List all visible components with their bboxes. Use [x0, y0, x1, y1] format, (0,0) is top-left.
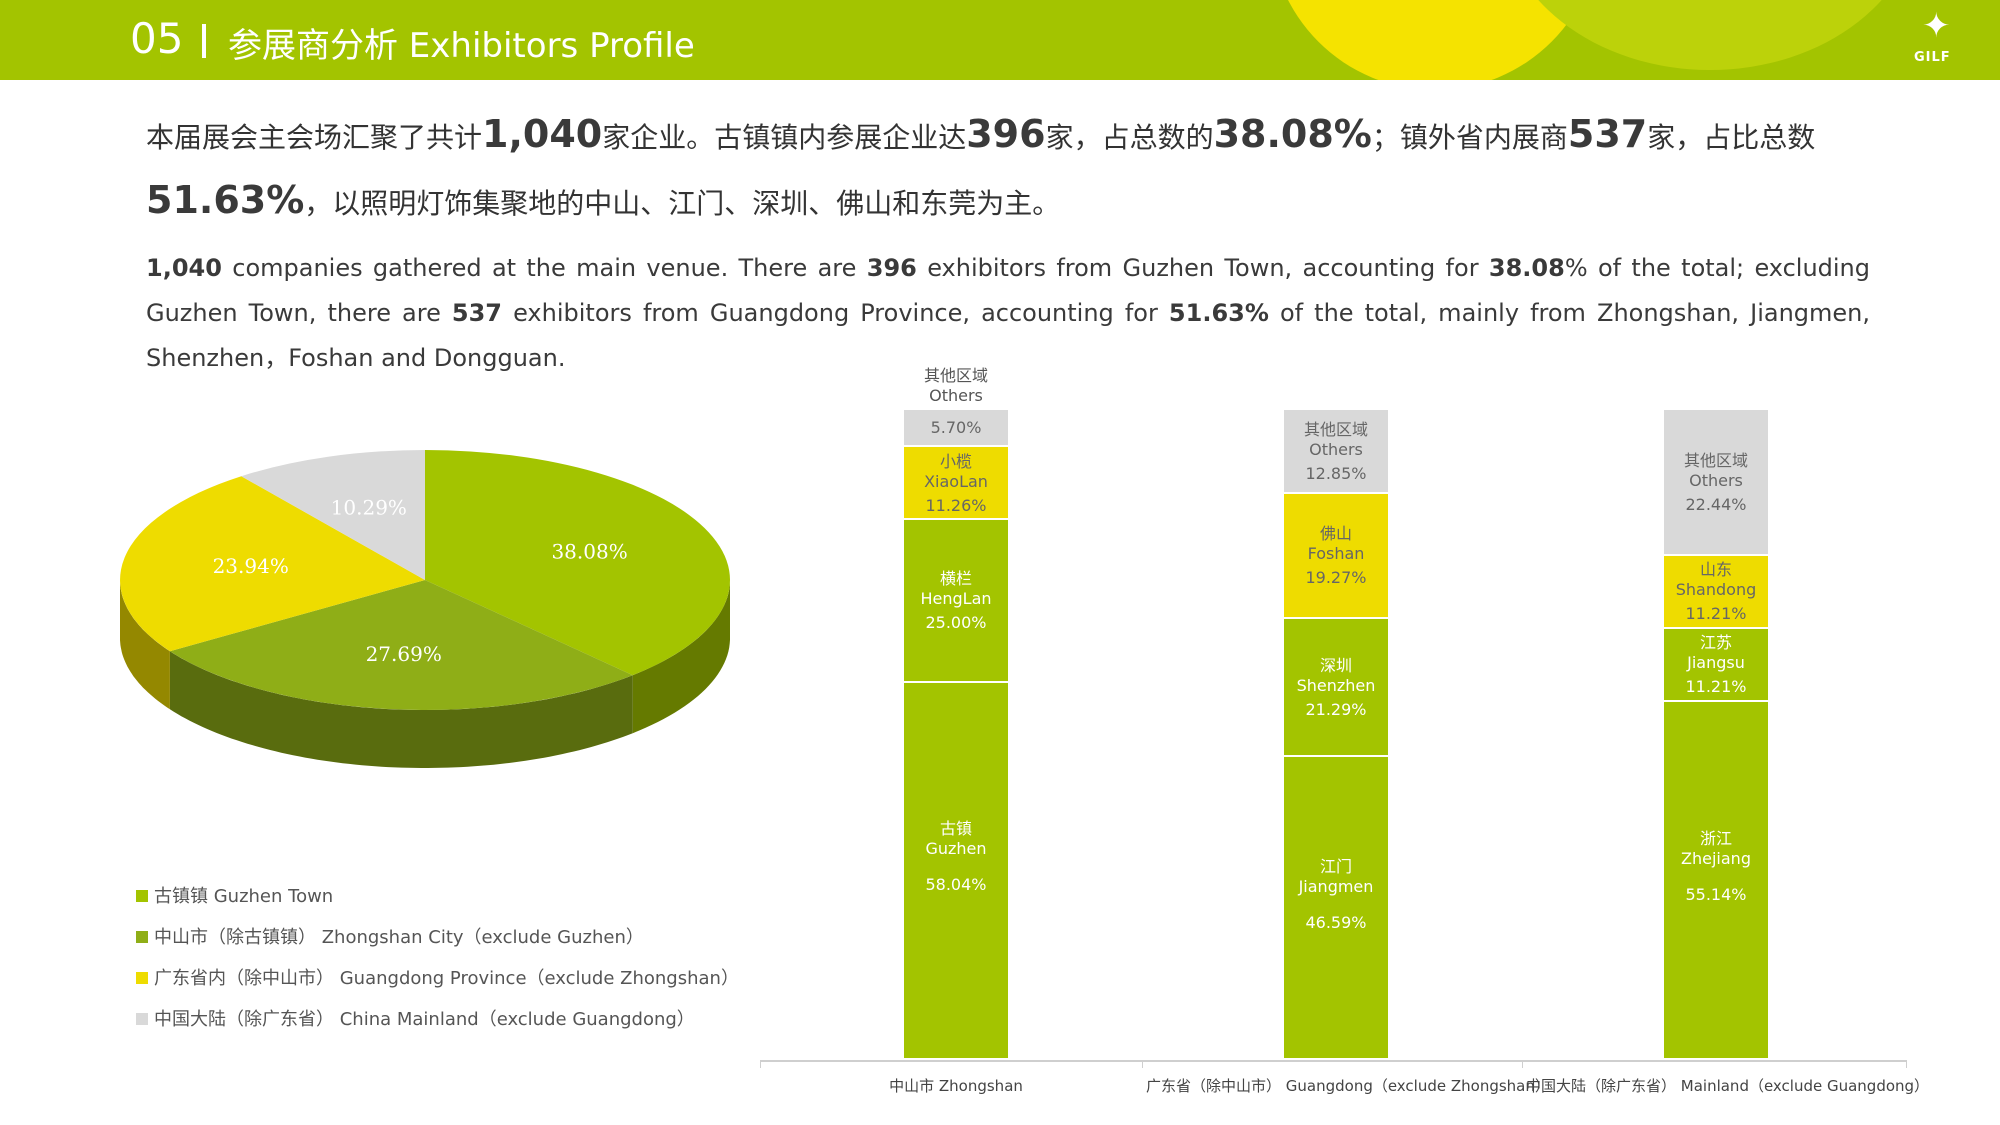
legend-swatch	[136, 1013, 148, 1025]
pie-slice-2	[169, 580, 633, 710]
pie-data-label: 10.29%	[331, 496, 407, 520]
page-title: 参展商分析 Exhibitors Profile	[228, 26, 695, 66]
summary-number: 51.63%	[146, 178, 305, 222]
bar-segment	[904, 447, 1008, 519]
gilf-logo: ✦ GILF	[1910, 6, 1966, 72]
bar-segment-label: 其他区域 Others 22.44%	[1683, 450, 1748, 514]
pie-slice-side	[120, 582, 170, 710]
bar-segment-label: 横栏 HengLan 25.00%	[920, 569, 992, 633]
x-axis-tick	[760, 1060, 761, 1068]
bar-segment	[1284, 618, 1388, 756]
bar-segment-label: 其他区域 Others	[923, 366, 988, 405]
bar-segment-label: 古镇 Guzhen 58.04%	[925, 819, 987, 895]
summary-text: 家，占比总数	[1647, 121, 1816, 154]
en-number: 51.63%	[1168, 299, 1269, 327]
category-label: 广东省（除中山市） Guangdong（exclude Zhongshan）	[1146, 1077, 1550, 1095]
bar-segment-label: 其他区域 Others 12.85%	[1303, 419, 1368, 483]
summary-number: 38.08%	[1213, 112, 1372, 156]
legend-label: 广东省内（除中山市） Guangdong Province（exclude Zh…	[154, 968, 739, 989]
x-axis-tick	[1906, 1060, 1907, 1068]
bar-segment-label: 深圳 Shenzhen 21.29%	[1296, 655, 1376, 719]
en-text: of the total, mainly from Zhongshan, Jia…	[146, 299, 1870, 372]
summary-cn-line-2: 51.63%，以照明灯饰集聚地的中山、江门、深圳、佛山和东莞为主。	[146, 178, 1060, 222]
en-number: 396	[866, 254, 917, 282]
bar-segment-label: 小榄 XiaoLan 11.26%	[924, 451, 988, 515]
category-label: 中国大陆（除广东省） Mainland（exclude Guangdong）	[1526, 1077, 1930, 1095]
bar-segment-label: 江门 Jiangmen 46.59%	[1298, 856, 1374, 932]
bar-segment	[1284, 493, 1388, 617]
category-label: 中山市 Zhongshan	[889, 1077, 1023, 1095]
logo-text: GILF	[1914, 50, 1951, 65]
x-axis-tick	[1522, 1060, 1523, 1068]
summary-number: 537	[1567, 112, 1648, 156]
x-axis-tick	[1142, 1060, 1143, 1068]
legend-label: 中国大陆（除广东省） China Mainland（exclude Guangd…	[154, 1009, 695, 1030]
pie-svg: 38.08% 27.69% 23.94% 10.29%	[120, 450, 731, 768]
header-divider	[202, 24, 206, 58]
bar-segment	[1664, 410, 1768, 554]
summary-cn-line-1: 本届展会主会场汇聚了共计1,040家企业。古镇镇内参展企业达396家，占总数的3…	[146, 112, 1815, 156]
legend-swatch	[136, 890, 148, 902]
x-axis-line	[760, 1060, 1906, 1062]
section-number: 05	[130, 14, 184, 63]
pie-data-label: 23.94%	[213, 554, 289, 578]
legend-label: 古镇镇 Guzhen Town	[154, 886, 334, 907]
en-text: exhibitors from Guangdong Province, acco…	[502, 299, 1169, 327]
bar-data-label: 5.70%	[930, 417, 982, 437]
bar-segment	[1284, 757, 1388, 1058]
stacked-bar-chart: 古镇 Guzhen 58.04% 横栏 HengLan 25.00% 小榄 XiaoLan 11…	[760, 350, 1930, 1110]
en-number: 537	[451, 299, 503, 327]
bar-segment-label: 浙江 Zhejiang 55.14%	[1681, 828, 1751, 904]
bar-segment	[1664, 555, 1768, 627]
bar-segment	[904, 520, 1008, 681]
legend-label: 中山市（除古镇镇） Zhongshan City（exclude Guzhen）	[154, 927, 644, 948]
pie-data-label: 38.08%	[551, 539, 627, 563]
bar-segment	[1664, 628, 1768, 700]
summary-text: 家，占总数的	[1045, 121, 1214, 154]
bar-segment-label: 江苏 Jiangsu 11.21%	[1685, 633, 1747, 697]
pie-slice-1	[425, 450, 731, 676]
en-text: % of the total; excluding Guzhen Town, t…	[146, 254, 1870, 327]
bar-segment	[1664, 701, 1768, 1058]
bar-segment-label: 山东 Shandong 11.21%	[1675, 560, 1757, 624]
summary-en-paragraph: 1,040 companies gathered at the main ven…	[146, 246, 1870, 381]
star-icon: ✦	[1922, 6, 1951, 46]
bar-segment	[1284, 410, 1388, 492]
bar-segment-label: 佛山 Foshan 19.27%	[1305, 524, 1367, 588]
en-number: 38.08	[1488, 254, 1565, 282]
summary-text: ；镇外省内展商	[1371, 121, 1568, 154]
header-band: 05 参展商分析 Exhibitors Profile ✦ GILF	[0, 0, 2000, 80]
summary-text: 本届展会主会场汇聚了共计	[146, 121, 483, 154]
summary-number: 396	[966, 112, 1046, 156]
legend-swatch	[136, 931, 148, 943]
bar-segment	[904, 410, 1008, 446]
pie-slice-3	[120, 476, 426, 652]
pie-slice-side	[632, 581, 730, 734]
summary-text: 家企业。古镇镇内参展企业达	[602, 121, 967, 154]
en-text: companies gathered at the main venue. Th…	[221, 254, 867, 282]
pie-slice-side	[169, 651, 633, 768]
en-number: 1,040	[146, 254, 222, 282]
header-decoration-ellipse	[1500, 0, 1920, 70]
en-text: exhibitors from Guzhen Town, accounting …	[916, 254, 1489, 282]
bar-segment	[904, 682, 1008, 1058]
pie-data-label: 27.69%	[366, 642, 442, 666]
summary-number: 1,040	[482, 112, 603, 156]
legend-swatch	[136, 972, 148, 984]
pie-slice-4	[241, 450, 425, 580]
summary-text: ，以照明灯饰集聚地的中山、江门、深圳、佛山和东莞为主。	[304, 187, 1061, 220]
pie-chart: 38.08% 27.69% 23.94% 10.29%	[110, 440, 750, 840]
